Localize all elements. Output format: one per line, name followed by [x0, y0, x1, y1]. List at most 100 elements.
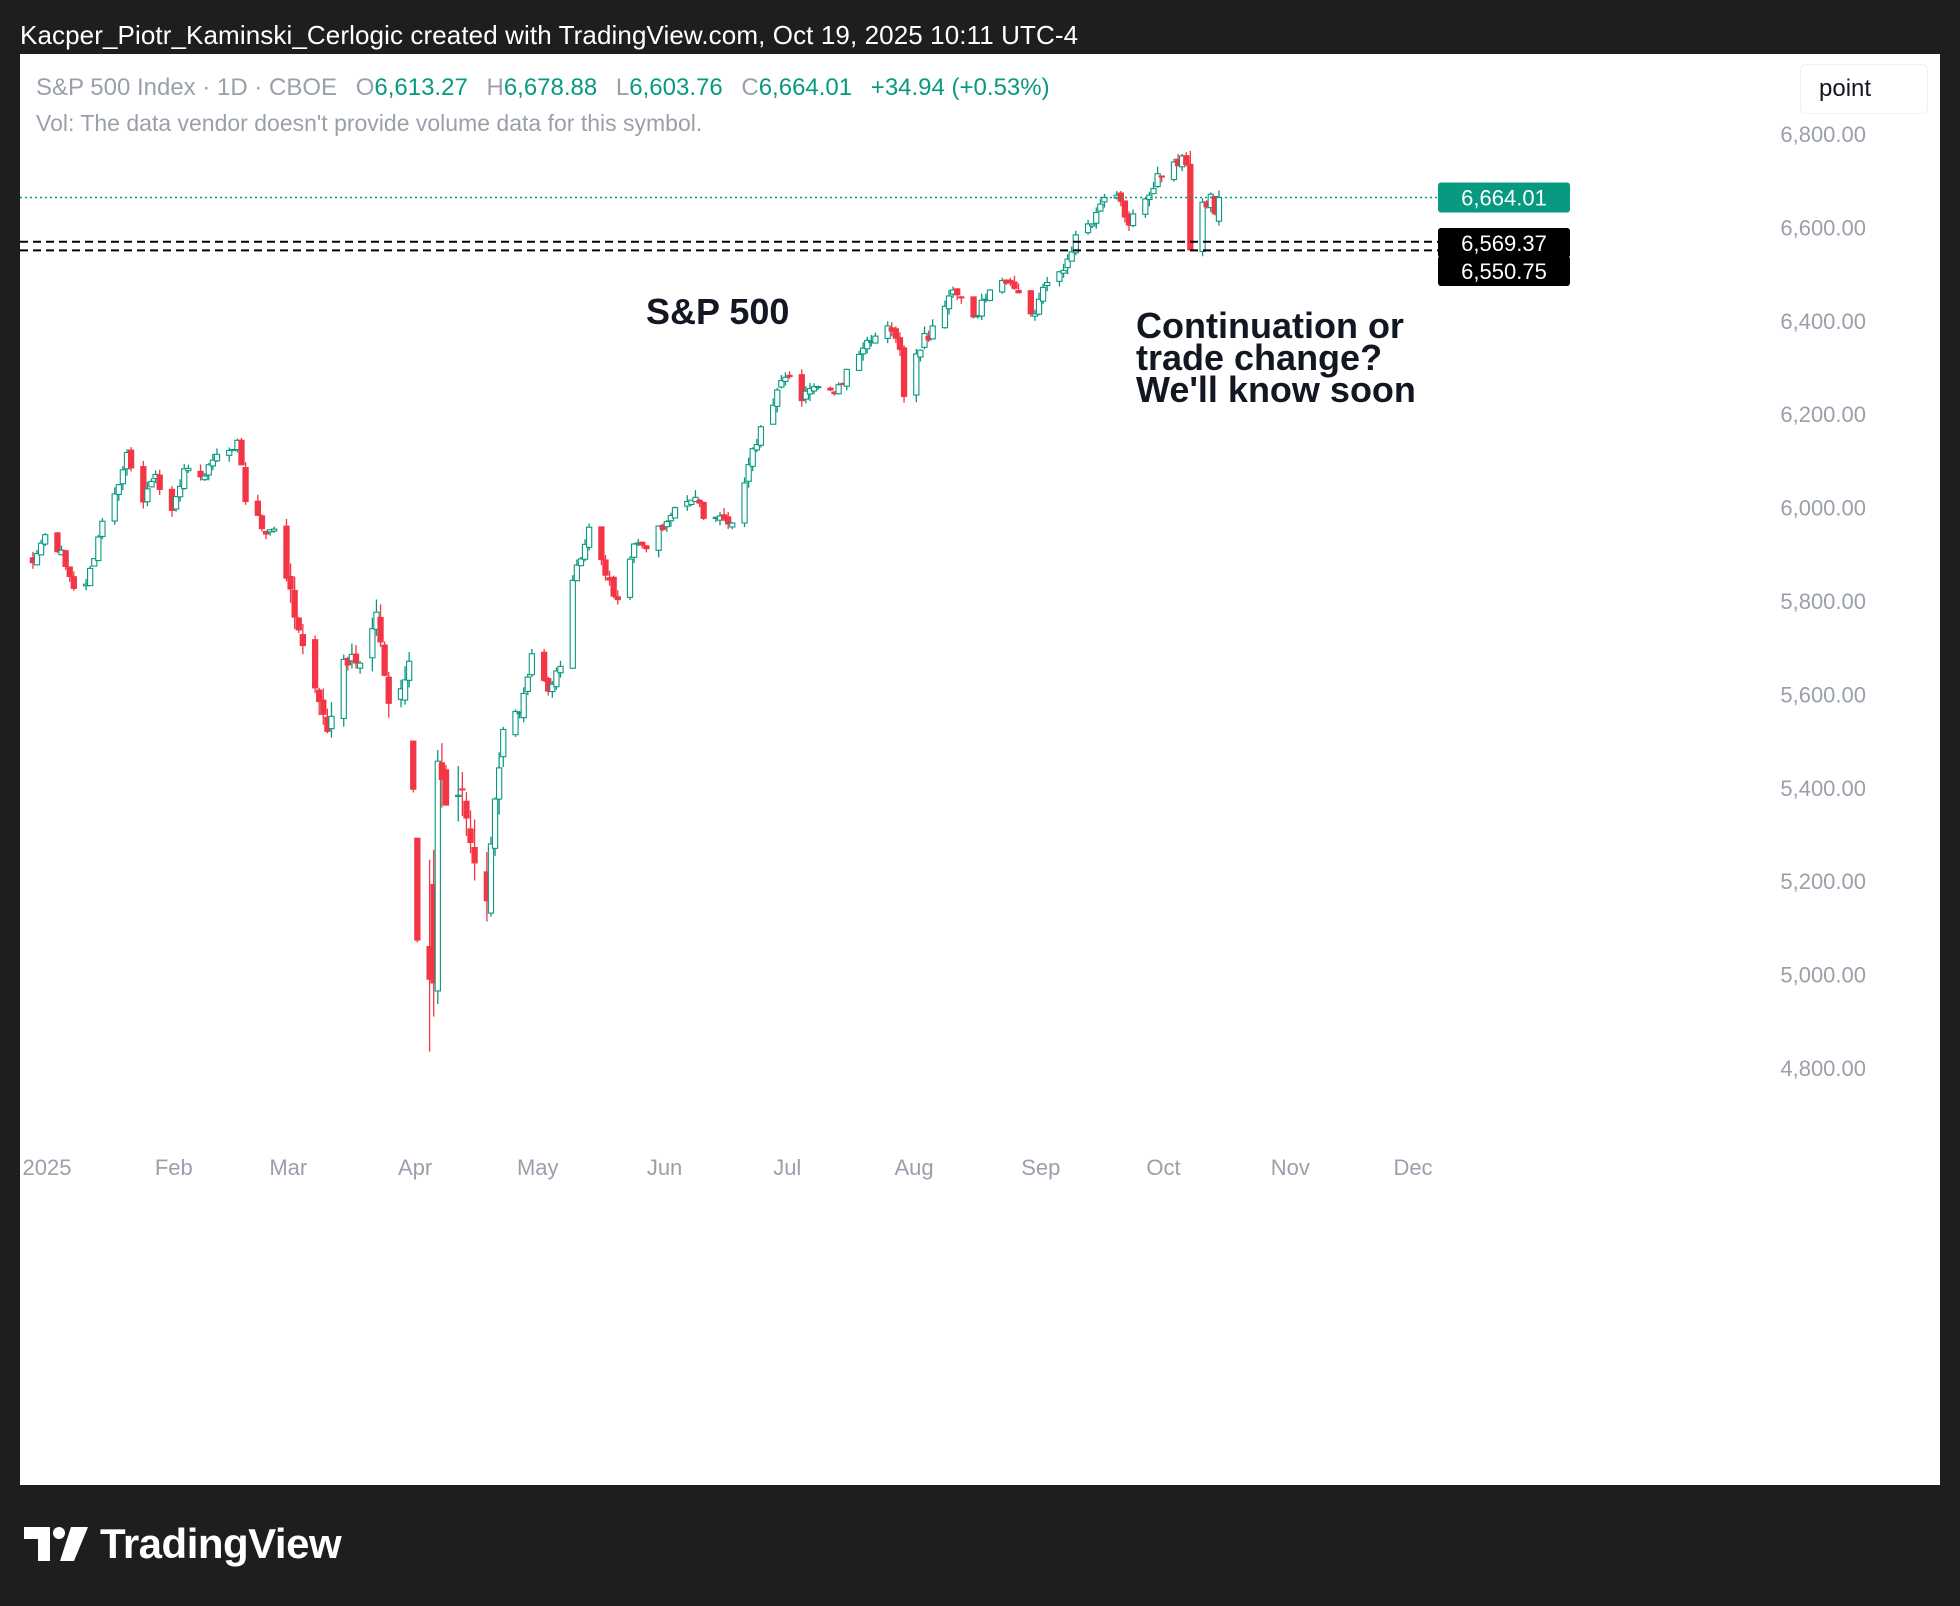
candle	[626, 556, 634, 601]
candle-body	[295, 617, 302, 631]
candle	[639, 541, 646, 549]
candle	[655, 525, 662, 558]
candle-body	[835, 384, 842, 395]
candle	[283, 518, 290, 582]
candle	[1154, 166, 1161, 188]
candle-body	[33, 552, 41, 566]
candle-body	[864, 339, 871, 350]
candle-body	[62, 550, 69, 567]
candle-body	[643, 545, 650, 550]
chart-panel[interactable]: 4,800.00 5,000.00 5,200.00 5,400.00 5,600.00…	[20, 54, 1940, 1485]
candle-body	[291, 589, 298, 618]
candle	[1215, 190, 1223, 226]
candle	[197, 464, 204, 481]
candle	[884, 321, 891, 344]
level-badge	[1438, 256, 1570, 286]
candle-body	[577, 558, 585, 567]
candle-body	[238, 439, 245, 466]
candle	[181, 463, 188, 490]
candle-body	[54, 532, 61, 553]
candle-body	[945, 295, 953, 310]
candle-body	[258, 515, 266, 530]
candle	[37, 539, 45, 556]
candle	[573, 559, 581, 582]
candle-body	[262, 530, 270, 535]
candle	[1097, 199, 1104, 212]
price-chart[interactable]: 4,800.00 5,000.00 5,200.00 5,400.00 5,600.00…	[20, 54, 1940, 1485]
low-label: L	[615, 74, 630, 101]
candle-body	[900, 347, 908, 398]
time-tick-label: Mar	[269, 1155, 307, 1180]
candle-body	[770, 404, 777, 425]
candle-body	[1035, 298, 1043, 315]
candle	[1044, 277, 1051, 292]
candle-body	[111, 493, 118, 522]
candle	[540, 648, 548, 683]
candle	[1035, 292, 1043, 316]
candle-body	[1068, 251, 1075, 262]
candle	[344, 656, 351, 671]
time-tick-label: May	[517, 1155, 559, 1180]
price-tick-label: 6,600.00	[1780, 215, 1866, 240]
candle	[798, 369, 805, 407]
candle-body	[786, 374, 793, 378]
candle	[262, 530, 270, 540]
candle	[958, 295, 965, 304]
candle	[753, 438, 760, 453]
candle	[921, 326, 928, 350]
candle-body	[434, 760, 441, 992]
candle-body	[1015, 289, 1022, 294]
candle	[549, 680, 556, 698]
candle	[696, 498, 703, 508]
candle	[872, 332, 879, 344]
candle-body	[1199, 201, 1206, 252]
candle-body	[381, 644, 388, 676]
candle-body	[1183, 155, 1190, 165]
candle-body	[663, 521, 670, 528]
candle	[459, 772, 466, 817]
open-label: O	[355, 74, 375, 101]
candle-body	[87, 567, 94, 587]
candle-body	[1215, 196, 1223, 222]
candle-body	[1060, 269, 1067, 274]
scale-mode-button[interactable]: point	[1800, 64, 1928, 114]
candle-body	[410, 740, 417, 790]
candle	[271, 526, 278, 533]
candle-body	[598, 526, 605, 561]
candle	[835, 382, 842, 395]
candle	[471, 819, 478, 881]
candle-body	[827, 387, 834, 391]
candle	[557, 660, 564, 678]
symbol-name: S&P 500 Index · 1D · CBOE	[36, 74, 338, 101]
candle	[495, 752, 503, 815]
candle	[340, 654, 347, 727]
candle	[986, 289, 994, 302]
candle	[896, 332, 904, 356]
candle	[778, 375, 785, 389]
candle-body	[1089, 223, 1096, 227]
candle	[802, 386, 810, 404]
time-tick-label: 2025	[23, 1155, 72, 1180]
candle-body	[749, 448, 756, 467]
candle-body	[884, 325, 891, 339]
candle-body	[401, 679, 409, 701]
candle-body	[459, 788, 466, 791]
candle-body	[201, 475, 208, 481]
candle	[176, 479, 184, 502]
candle	[774, 387, 781, 413]
high-label: H	[486, 74, 504, 101]
candle	[1015, 283, 1022, 294]
candle	[524, 673, 531, 696]
candle	[929, 319, 936, 340]
time-tick-label: Sep	[1021, 1155, 1060, 1180]
level-badge-label: 6,550.75	[1461, 259, 1547, 284]
candle	[786, 371, 793, 379]
tradingview-logo[interactable]: TradingView	[24, 1520, 342, 1568]
annotation-line: trade change?	[1136, 337, 1382, 378]
time-tick-label: Apr	[398, 1155, 432, 1180]
candle-body	[491, 798, 499, 849]
candle-body	[1129, 213, 1137, 227]
candle-body	[271, 528, 278, 532]
candle-body	[377, 616, 384, 643]
candle-body	[553, 670, 560, 688]
